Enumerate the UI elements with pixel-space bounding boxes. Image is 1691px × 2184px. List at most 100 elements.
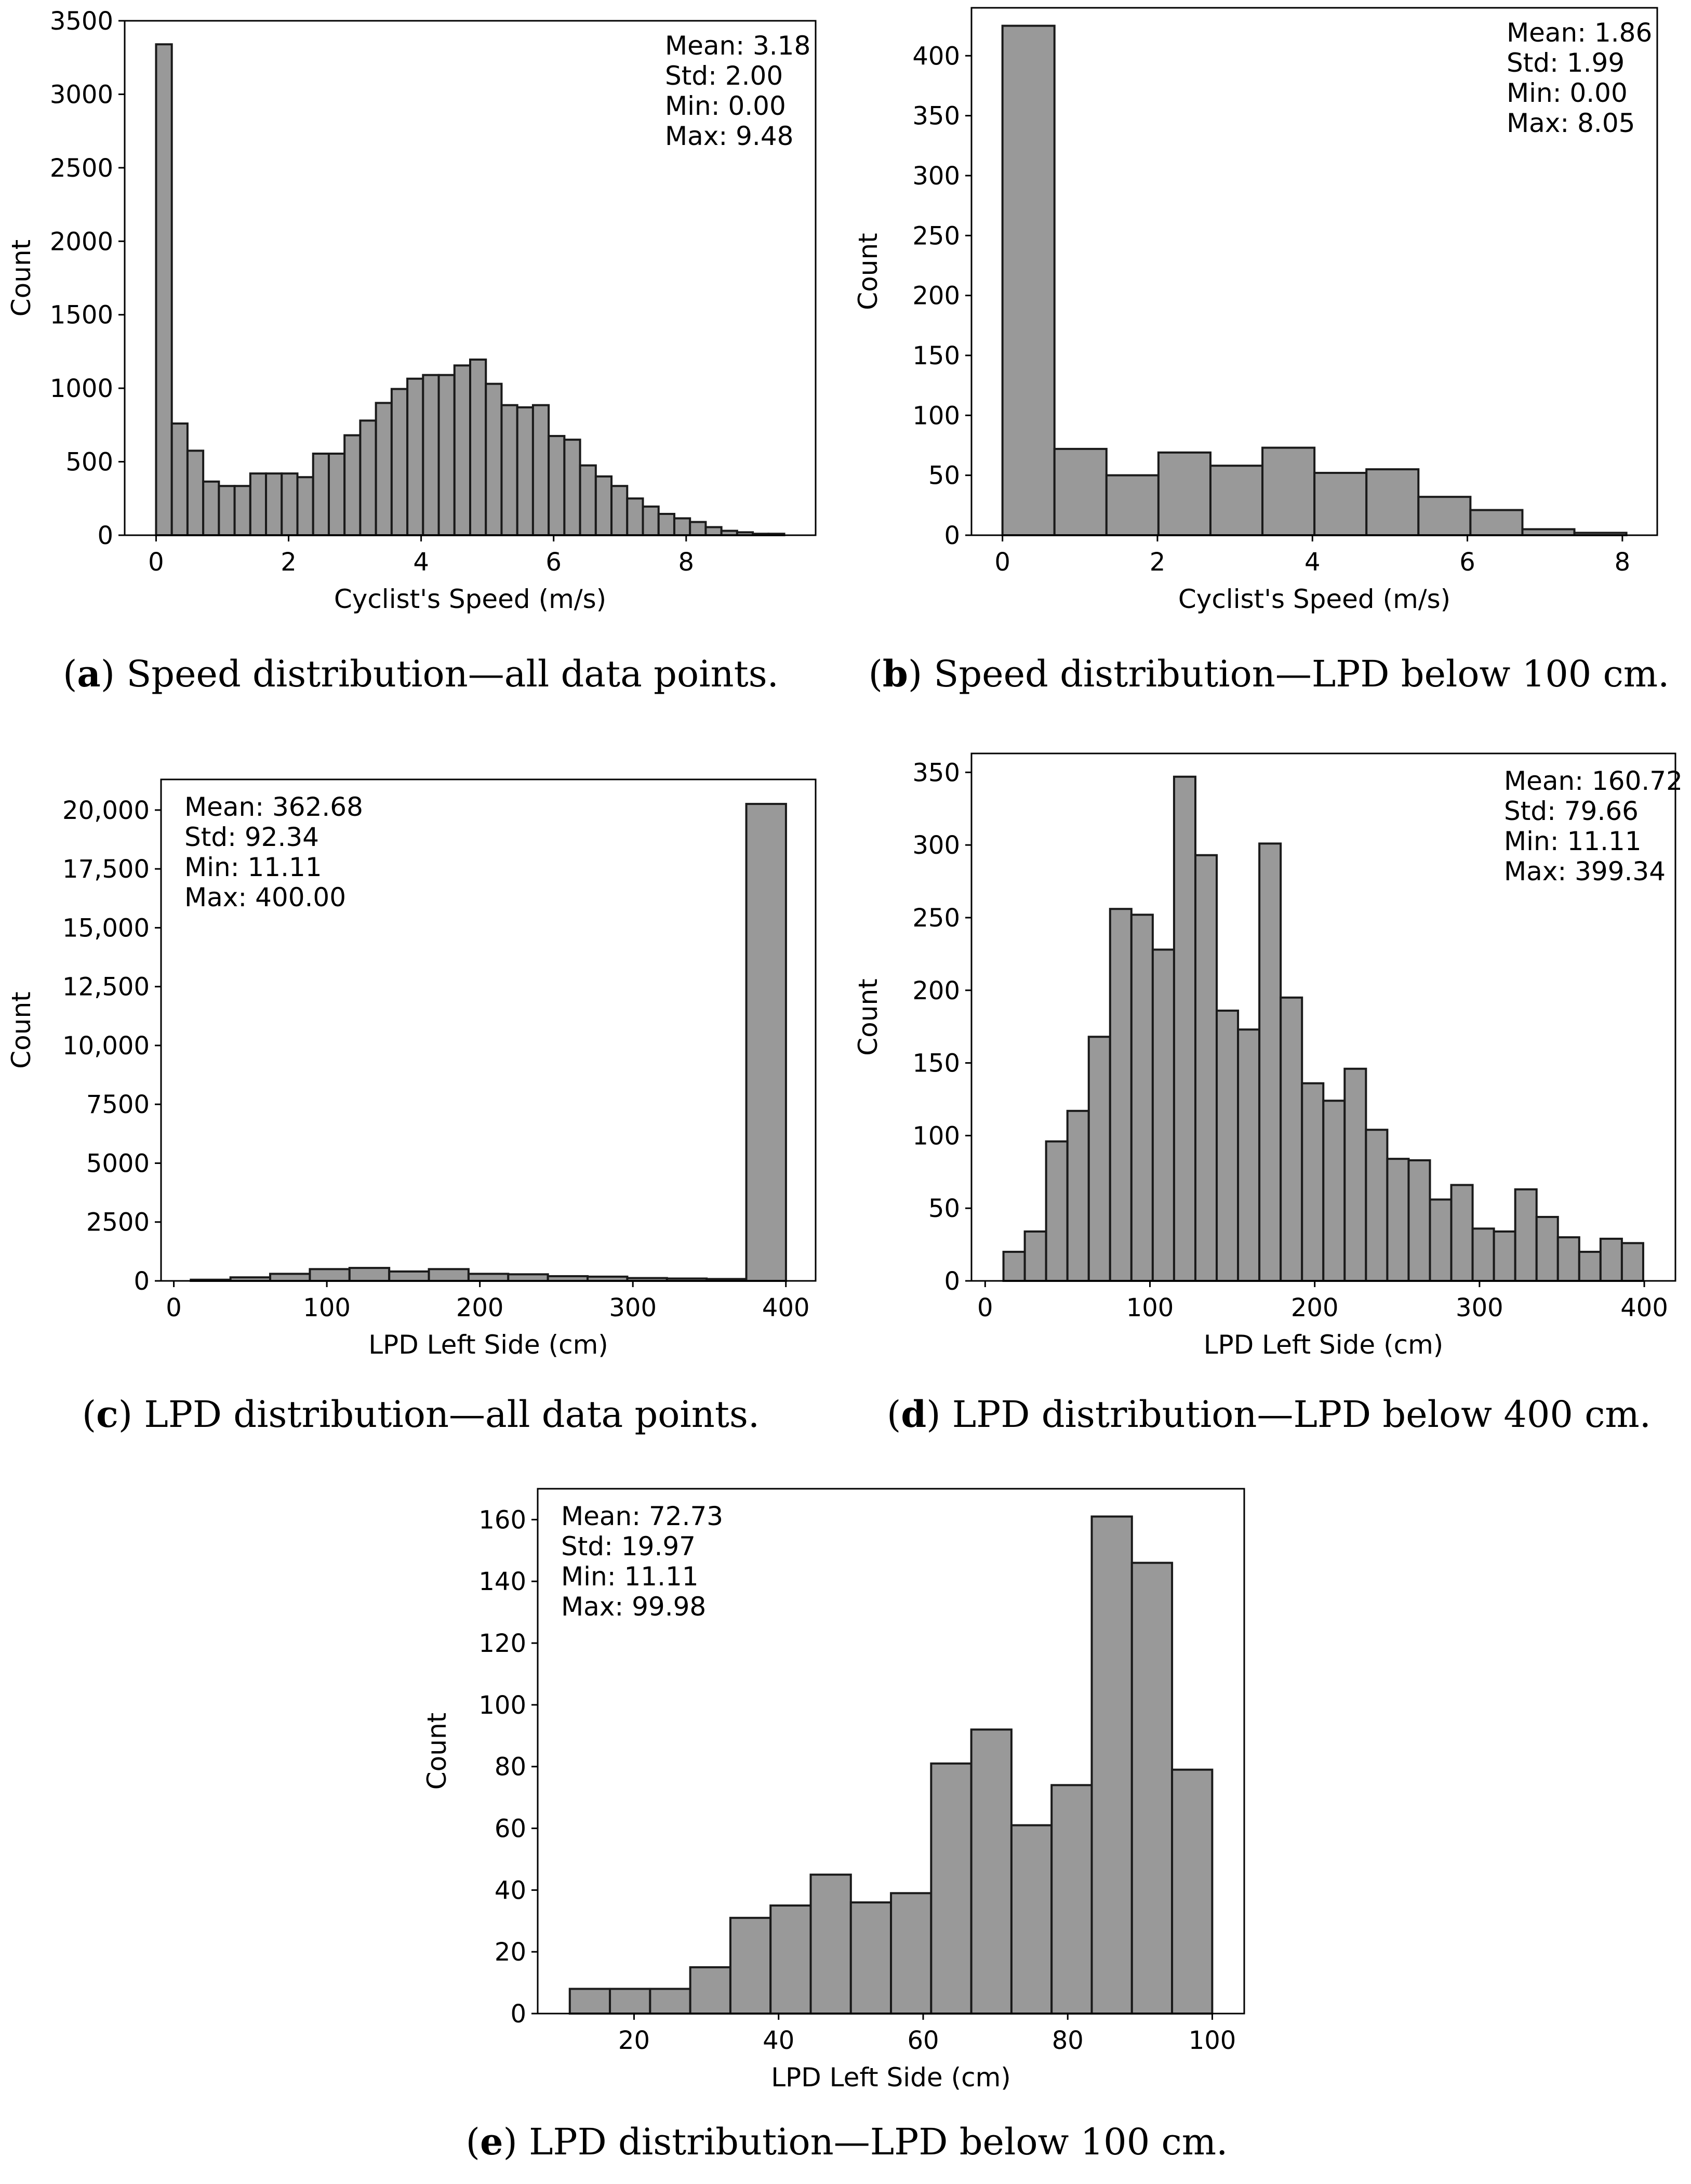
histogram-bar <box>309 1268 351 1282</box>
histogram-bar <box>1087 1036 1111 1282</box>
stats-line: Max: 400.00 <box>184 882 346 912</box>
stats-line: Mean: 1.86 <box>1507 18 1652 48</box>
stats-line: Max: 99.98 <box>561 1592 706 1622</box>
histogram-bar <box>769 1904 812 2015</box>
histogram-bar <box>170 422 189 536</box>
histogram-bar <box>1365 468 1420 536</box>
y-tick-label: 1500 <box>50 301 113 330</box>
histogram-bar <box>1493 1230 1516 1282</box>
y-tick-label: 160 <box>478 1505 526 1534</box>
histogram-bar <box>1157 451 1211 536</box>
caption-c: (c) LPD distribution—all data points. <box>82 1393 760 1436</box>
histogram-bar <box>704 526 723 537</box>
y-tick-label: 300 <box>912 162 960 191</box>
stats-line: Mean: 72.73 <box>561 1501 723 1531</box>
histogram-bar <box>970 1728 1013 2015</box>
histogram-bar <box>1469 509 1524 537</box>
histogram-bar <box>548 435 566 536</box>
histogram-bar <box>930 1762 973 2015</box>
x-tick-label: 0 <box>166 1293 182 1322</box>
histogram-bar <box>1280 996 1303 1282</box>
y-tick-label: 120 <box>478 1629 526 1658</box>
y-tick-label: 80 <box>495 1753 526 1782</box>
panel-e: 20 40 60 80 100 0 20 40 60 80 100 120 140 160 LPD Left… <box>416 1481 1278 2104</box>
x-tick-label: 8 <box>678 548 695 577</box>
histogram-bar <box>1386 1158 1410 1282</box>
chart-a: 0 2 4 6 8 0 500 1000 1500 2000 2500 3000 3500 Cyclist… <box>6 7 817 614</box>
histogram-bar <box>296 476 314 536</box>
caption-b: (b) Speed distribution—LPD below 100 cm. <box>868 652 1670 695</box>
histogram-bar <box>437 374 456 537</box>
histogram-bar <box>1173 775 1196 1282</box>
histogram-bar <box>673 517 691 537</box>
histogram-bar <box>626 497 644 536</box>
panel-b: 0 2 4 6 8 0 50 100 150 200 250 300 350 400 Cyclist's S… <box>847 0 1691 639</box>
y-tick-label: 350 <box>912 102 960 131</box>
x-tick-label: 400 <box>1620 1293 1668 1322</box>
caption-d: (d) LPD distribution—LPD below 400 cm. <box>886 1393 1652 1436</box>
histogram-bar <box>1002 1251 1026 1282</box>
histogram-bar <box>1171 1768 1214 2015</box>
y-tick-label: 0 <box>510 2000 526 2029</box>
stats-line: Max: 399.34 <box>1504 856 1666 886</box>
caption-a: (a) Speed distribution—all data points. <box>63 652 779 695</box>
y-axis-label: Count <box>6 240 36 317</box>
stats-line: Mean: 3.18 <box>665 31 810 61</box>
histogram-bar <box>809 1873 852 2015</box>
histogram-bar <box>265 472 283 537</box>
y-tick-label: 20 <box>495 1938 526 1967</box>
x-tick-label: 0 <box>977 1293 993 1322</box>
bars <box>568 1515 1214 2015</box>
x-axis-label: Cyclist's Speed (m/s) <box>1178 584 1450 614</box>
y-tick-label: 0 <box>944 1267 960 1296</box>
histogram-bar <box>563 439 581 537</box>
y-tick-label: 100 <box>478 1691 526 1720</box>
histogram-bar <box>1514 1188 1538 1282</box>
x-tick-label: 8 <box>1615 548 1631 577</box>
histogram-bar <box>485 382 503 537</box>
x-tick-label: 100 <box>1189 2026 1236 2055</box>
x-tick-label: 6 <box>1459 548 1475 577</box>
stats-line: Min: 11.11 <box>1504 826 1642 856</box>
histogram-bar <box>1599 1237 1623 1282</box>
histogram-bar <box>1301 1082 1325 1282</box>
histogram-bar <box>327 453 346 536</box>
y-tick-label: 3000 <box>50 80 113 109</box>
stats-line: Std: 92.34 <box>184 822 319 852</box>
histogram-bar <box>375 402 393 537</box>
plot-frame <box>970 7 1658 536</box>
stats-line: Min: 0.00 <box>1507 78 1628 108</box>
histogram-bar <box>1343 1067 1367 1282</box>
y-tick-label: 17,500 <box>62 855 150 884</box>
y-tick-label: 5000 <box>86 1149 150 1178</box>
plot-frame <box>537 1488 1245 2015</box>
histogram-bar <box>1216 1009 1240 1282</box>
histogram-bar <box>568 1988 611 2015</box>
histogram-bar <box>233 485 251 536</box>
bars <box>1001 24 1628 537</box>
x-tick-label: 4 <box>1304 548 1321 577</box>
y-tick-label: 2000 <box>50 227 113 256</box>
x-tick-label: 100 <box>303 1293 351 1322</box>
histogram-bar <box>642 505 660 536</box>
histogram-bar <box>1450 1184 1474 1282</box>
stats-line: Min: 11.11 <box>561 1561 699 1592</box>
histogram-bar <box>348 1267 391 1282</box>
histogram-bar <box>390 388 409 536</box>
histogram-bar <box>649 1988 691 2015</box>
x-axis-label: LPD Left Side (cm) <box>771 2062 1011 2093</box>
histogram-bar <box>1237 1028 1261 1282</box>
histogram-bar <box>1322 1100 1346 1282</box>
histogram-bar <box>155 43 173 536</box>
stats-line: Std: 1.99 <box>1507 48 1625 78</box>
histogram-bar <box>594 475 613 536</box>
x-axis-label: LPD Left Side (cm) <box>1204 1330 1444 1360</box>
histogram-bar <box>1053 447 1108 537</box>
y-tick-label: 500 <box>65 448 113 477</box>
panel-a: 0 2 4 6 8 0 500 1000 1500 2000 2500 3000 3500 Cyclist… <box>0 0 842 639</box>
histogram-bar <box>249 472 268 537</box>
histogram-bar <box>1365 1129 1389 1282</box>
x-tick-label: 400 <box>762 1293 810 1322</box>
histogram-bar <box>500 404 518 537</box>
y-tick-label: 1000 <box>50 374 113 403</box>
